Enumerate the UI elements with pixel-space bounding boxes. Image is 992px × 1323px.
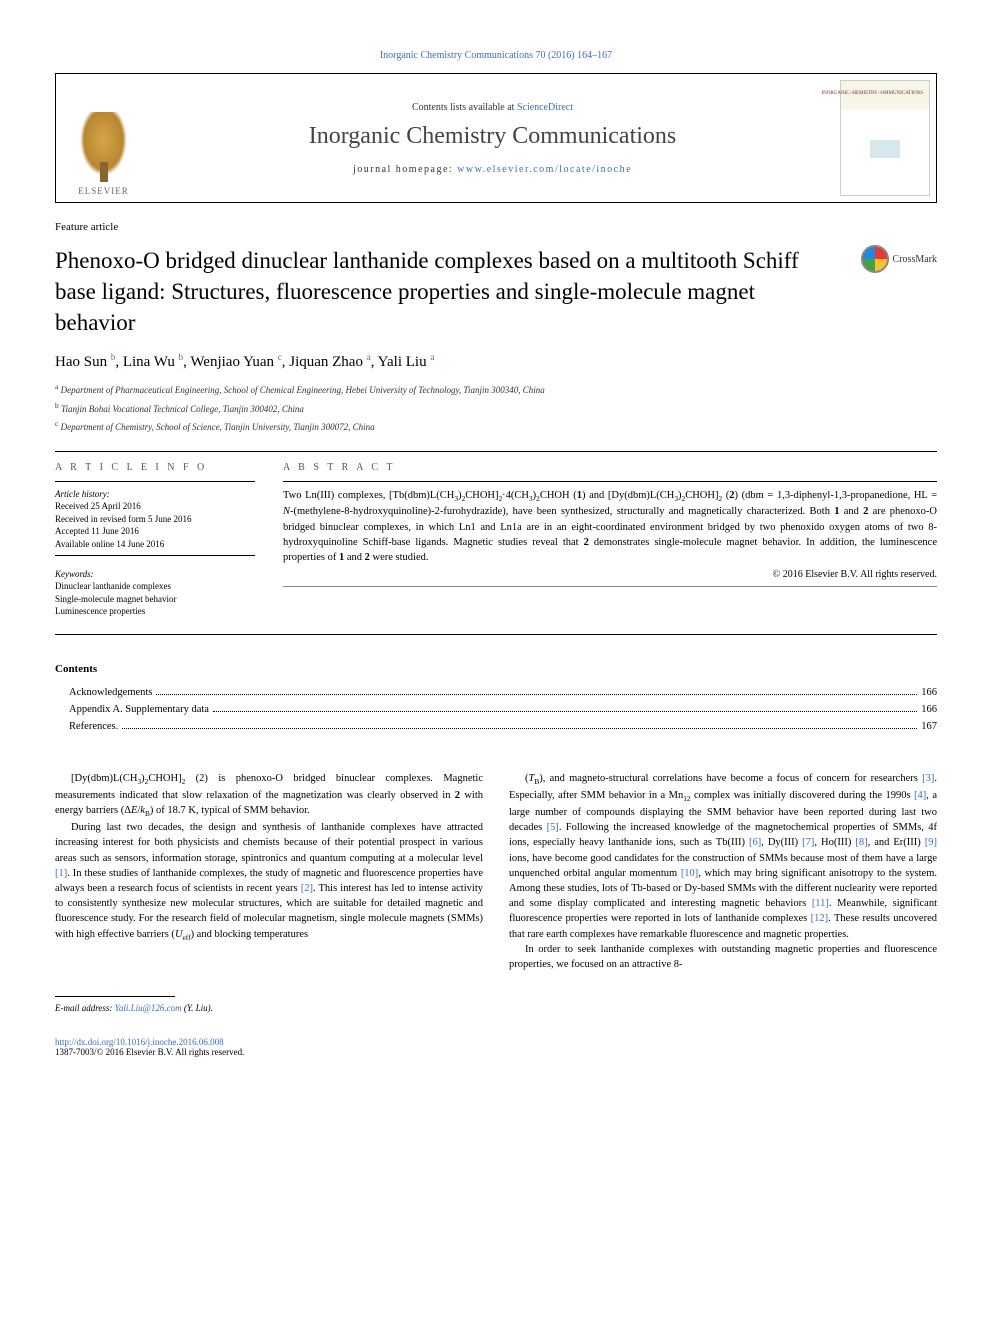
publisher-logo: ELSEVIER xyxy=(56,74,151,202)
journal-homepage-link[interactable]: www.elsevier.com/locate/inoche xyxy=(457,164,632,175)
keywords-label: Keywords: xyxy=(55,568,255,581)
body-paragraph: (TB), and magneto-structural correlation… xyxy=(509,771,937,941)
running-head-link[interactable]: Inorganic Chemistry Communications 70 (2… xyxy=(380,50,612,61)
toc-page: 167 xyxy=(921,719,937,736)
toc-label: Appendix A. Supplementary data xyxy=(69,702,209,719)
article-info-head: A R T I C L E I N F O xyxy=(55,462,255,473)
toc-page: 166 xyxy=(921,702,937,719)
history-line: Received 25 April 2016 xyxy=(55,500,255,513)
body-paragraph: [Dy(dbm)L(CH3)2CHOH]2 (2) is phenoxo-O b… xyxy=(55,771,483,820)
contents-lists-line: Contents lists available at ScienceDirec… xyxy=(412,102,573,113)
toc-label: References. xyxy=(69,719,118,736)
history-line: Available online 14 June 2016 xyxy=(55,538,255,551)
abstract-text: Two Ln(III) complexes, [Tb(dbm)L(CH3)2CH… xyxy=(283,488,937,566)
toc-line: References. 167 xyxy=(55,719,937,736)
footer-copyright: 1387-7003/© 2016 Elsevier B.V. All right… xyxy=(55,1047,937,1057)
toc-line: Acknowledgements 166 xyxy=(55,685,937,702)
keyword: Dinuclear lanthanide complexes xyxy=(55,580,255,593)
toc-line: Appendix A. Supplementary data 166 xyxy=(55,702,937,719)
journal-homepage-line: journal homepage: www.elsevier.com/locat… xyxy=(353,164,632,175)
journal-title: Inorganic Chemistry Communications xyxy=(309,123,677,150)
crossmark-icon xyxy=(861,245,889,273)
history-line: Accepted 11 June 2016 xyxy=(55,525,255,538)
body-text: [Dy(dbm)L(CH3)2CHOH]2 (2) is phenoxo-O b… xyxy=(55,771,937,972)
crossmark-badge[interactable]: CrossMark xyxy=(861,245,937,273)
crossmark-label: CrossMark xyxy=(893,254,937,265)
affiliation: a Department of Pharmaceutical Engineeri… xyxy=(55,381,937,398)
affiliation: b Tianjin Bohai Vocational Technical Col… xyxy=(55,400,937,417)
keyword: Luminescence properties xyxy=(55,605,255,618)
elsevier-tree-icon xyxy=(76,112,131,182)
article-type: Feature article xyxy=(55,221,937,233)
doi-link[interactable]: http://dx.doi.org/10.1016/j.inoche.2016.… xyxy=(55,1037,224,1047)
article-title: Phenoxo-O bridged dinuclear lanthanide c… xyxy=(55,245,861,338)
toc-label: Acknowledgements xyxy=(69,685,152,702)
journal-cover-thumbnail xyxy=(840,80,930,196)
sciencedirect-link[interactable]: ScienceDirect xyxy=(517,102,573,113)
history-label: Article history: xyxy=(55,488,255,501)
abstract-head: A B S T R A C T xyxy=(283,462,937,473)
running-head: Inorganic Chemistry Communications 70 (2… xyxy=(55,50,937,61)
doi-line: http://dx.doi.org/10.1016/j.inoche.2016.… xyxy=(55,1037,937,1047)
publisher-name: ELSEVIER xyxy=(78,186,129,196)
header-center: Contents lists available at ScienceDirec… xyxy=(151,74,834,202)
journal-header-box: ELSEVIER Contents lists available at Sci… xyxy=(55,73,937,203)
article-info-column: A R T I C L E I N F O Article history: R… xyxy=(55,462,255,618)
abstract-copyright: © 2016 Elsevier B.V. All rights reserved… xyxy=(283,569,937,580)
history-line: Received in revised form 5 June 2016 xyxy=(55,513,255,526)
correspondence-note: E-mail address: Yali.Liu@126.com (Y. Liu… xyxy=(55,1003,937,1013)
correspondence-email-link[interactable]: Yali.Liu@126.com xyxy=(115,1003,182,1013)
body-paragraph: During last two decades, the design and … xyxy=(55,820,483,943)
affiliation: c Department of Chemistry, School of Sci… xyxy=(55,418,937,435)
keyword: Single-molecule magnet behavior xyxy=(55,593,255,606)
abstract-column: A B S T R A C T Two Ln(III) complexes, [… xyxy=(283,462,937,618)
contents-section: Contents Acknowledgements 166Appendix A.… xyxy=(55,663,937,735)
body-paragraph: In order to seek lanthanide complexes wi… xyxy=(509,942,937,972)
authors-line: Hao Sun b, Lina Wu b, Wenjiao Yuan c, Ji… xyxy=(55,352,937,371)
toc-page: 166 xyxy=(921,685,937,702)
contents-head: Contents xyxy=(55,663,937,675)
